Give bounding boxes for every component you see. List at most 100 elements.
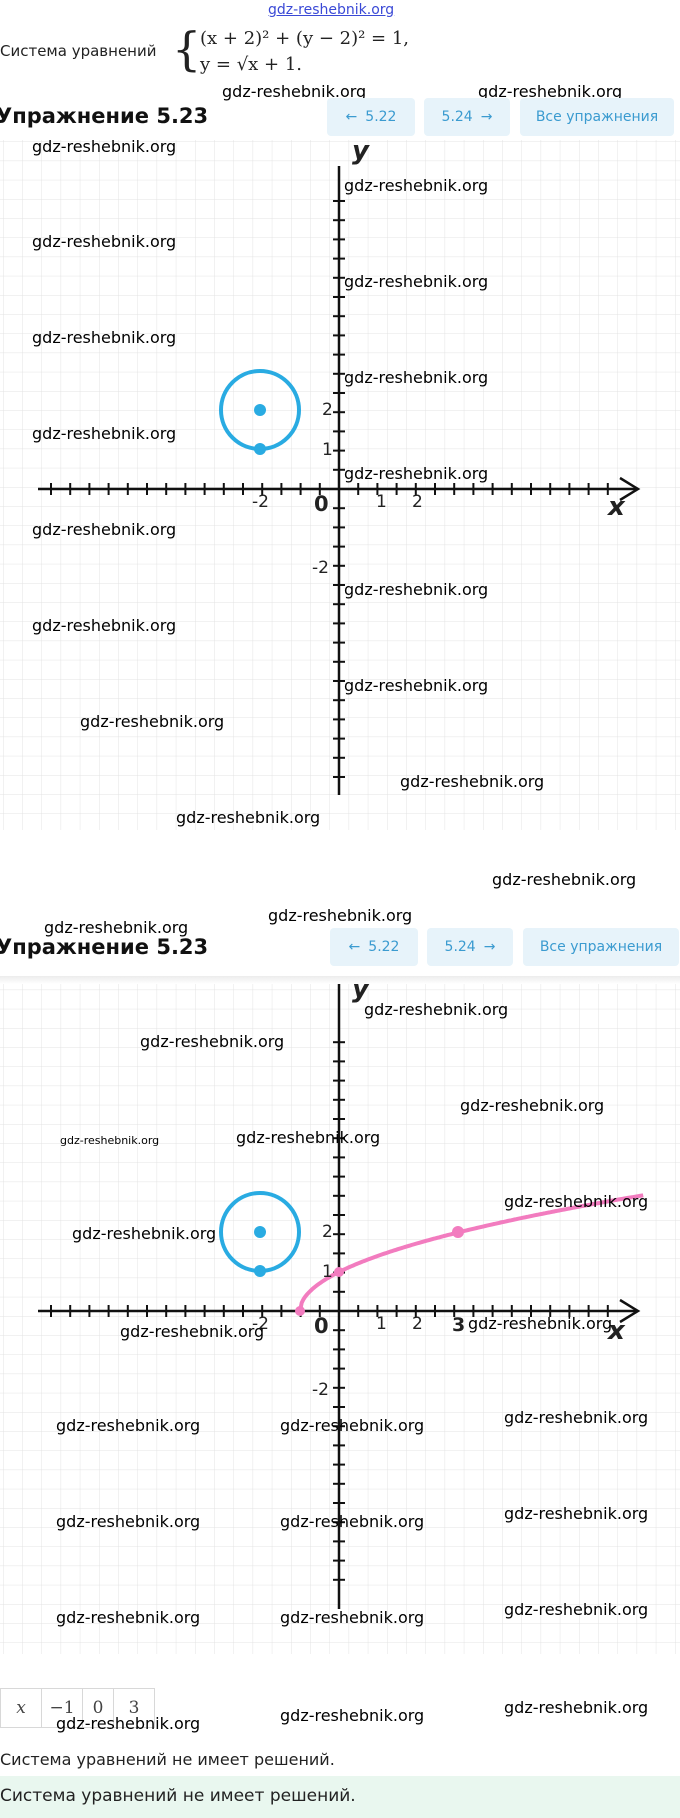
watermark: gdz-reshebnik.org (32, 140, 177, 156)
tick-label-x: -2 (252, 1314, 269, 1334)
watermark: gdz-reshebnik.org (400, 772, 545, 791)
sqrt-curve (298, 1193, 644, 1312)
system-brace: { (172, 22, 202, 76)
circle-bottom-point (254, 1265, 266, 1277)
tick-label-x: 3 (452, 1314, 466, 1336)
arrow-left-icon: ← (345, 109, 358, 125)
watermark: gdz-reshebnik.org (140, 1032, 285, 1051)
next-exercise-button[interactable]: 5.24 → (424, 98, 510, 136)
curve-point-y-intercept (334, 1267, 344, 1277)
graph-circle-and-root-svg (0, 984, 680, 1654)
header-shadow (0, 976, 680, 984)
prev-exercise-label: 5.22 (365, 109, 397, 125)
tick-label-x: 2 (412, 492, 423, 512)
watermark: gdz-reshebnik.org (504, 1192, 649, 1211)
watermark: gdz-reshebnik.org (72, 1224, 217, 1243)
values-table: x −1 0 3 (0, 1688, 155, 1728)
watermark: gdz-reshebnik.org (344, 272, 489, 291)
tick-label-x: 1 (376, 492, 387, 512)
all-exercises-button[interactable]: Все упражнения (520, 98, 674, 136)
tick-label-y: -2 (312, 558, 329, 578)
arrow-left-icon: ← (348, 939, 361, 955)
watermark: gdz-reshebnik.org (344, 176, 489, 195)
curve-point-start (295, 1306, 305, 1316)
x-axis-arrow (619, 1298, 641, 1324)
watermark: gdz-reshebnik.org (32, 424, 177, 443)
watermark: gdz-reshebnik.org (222, 82, 367, 101)
tick-label-origin: 0 (314, 1314, 329, 1338)
next-exercise-label: 5.24 (444, 939, 476, 955)
all-exercises-label: Все упражнения (539, 939, 663, 955)
table-header: x (0, 1688, 42, 1728)
watermark: gdz-reshebnik.org (478, 82, 623, 101)
tick-label-x: -2 (252, 492, 269, 512)
system-label: Система уравнений (0, 42, 157, 60)
all-exercises-button[interactable]: Все упражнения (523, 928, 679, 966)
watermark: gdz-reshebnik.org (364, 1000, 509, 1019)
prev-exercise-button[interactable]: ← 5.22 (330, 928, 418, 966)
equation-2: y = √x + 1. (200, 54, 303, 75)
watermark: gdz-reshebnik.org (280, 1416, 425, 1435)
watermark: gdz-reshebnik.org (44, 918, 189, 937)
exercise-title: Упражнение 5.23 (0, 935, 209, 959)
tick-label-y: 2 (322, 400, 333, 420)
watermark: gdz-reshebnik.org (56, 1416, 201, 1435)
watermark: gdz-reshebnik.org (176, 808, 321, 827)
watermark: gdz-reshebnik.org (344, 464, 489, 483)
prev-exercise-label: 5.22 (368, 939, 400, 955)
watermark: gdz-reshebnik.org (32, 328, 177, 347)
tick-label-y: 1 (322, 440, 333, 460)
watermark: gdz-reshebnik.org (56, 1714, 201, 1733)
watermark: gdz-reshebnik.org (344, 580, 489, 599)
tick-label-y: -2 (312, 1380, 329, 1400)
curve-point-3-2 (452, 1226, 464, 1238)
circle-center-point (254, 1226, 266, 1238)
x-axis-arrow (619, 476, 641, 502)
all-exercises-label: Все упражнения (535, 109, 659, 125)
watermark: gdz-reshebnik.org (32, 616, 177, 635)
arrow-right-icon: → (483, 939, 496, 955)
axis-label-x: x (608, 1316, 625, 1346)
watermark: gdz-reshebnik.org (236, 1128, 381, 1147)
arrow-right-icon: → (480, 109, 493, 125)
answer-bar (0, 1776, 680, 1818)
axis-label-y: y (352, 984, 369, 1004)
axis-label-y: y (352, 140, 369, 166)
watermark: gdz-reshebnik.org (344, 676, 489, 695)
next-exercise-button[interactable]: 5.24 → (427, 928, 513, 966)
watermark: gdz-reshebnik.org (120, 1322, 265, 1341)
axis-label-x: x (608, 492, 625, 522)
watermark: gdz-reshebnik.org (280, 1706, 425, 1725)
tick-label-y: 1 (322, 1262, 333, 1282)
prev-exercise-button[interactable]: ← 5.22 (327, 98, 415, 136)
watermark: gdz-reshebnik.org (56, 1608, 201, 1627)
answer-text: Система уравнений не имеет решений. (0, 1786, 356, 1806)
watermark: gdz-reshebnik.org (504, 1600, 649, 1619)
watermark: gdz-reshebnik.org (468, 1314, 613, 1333)
watermark: gdz-reshebnik.org (344, 368, 489, 387)
tick-label-x: 1 (376, 1314, 387, 1334)
watermark: gdz-reshebnik.org (32, 232, 177, 251)
watermark: gdz-reshebnik.org (60, 1134, 160, 1147)
conclusion-text: Система уравнений не имеет решений. (0, 1750, 335, 1769)
watermark: gdz-reshebnik.org (504, 1408, 649, 1427)
tick-label-x: 2 (412, 1314, 423, 1334)
graph-circle: y x -2 0 1 2 2 1 -2 gdz-reshebnik.org gd… (0, 140, 680, 830)
tick-label-origin: 0 (314, 492, 329, 516)
watermark: gdz-reshebnik.org (280, 1512, 425, 1531)
tick-label-y: 2 (322, 1222, 333, 1242)
watermark: gdz-reshebnik.org (268, 906, 413, 925)
watermark: gdz-reshebnik.org (80, 712, 225, 731)
next-exercise-label: 5.24 (441, 109, 473, 125)
circle-center-point (254, 404, 266, 416)
graph-circle-and-root: y x -2 0 1 2 3 2 1 -2 gdz-reshebnik.org … (0, 984, 680, 1654)
equation-1: (x + 2)² + (y − 2)² = 1, (200, 28, 410, 49)
watermark: gdz-reshebnik.org (460, 1096, 605, 1115)
exercise-title: Упражнение 5.23 (0, 104, 209, 128)
graph-circle-svg (0, 140, 680, 830)
watermark: gdz-reshebnik.org (492, 870, 637, 889)
table-cell: 3 (113, 1688, 155, 1728)
watermark: gdz-reshebnik.org (504, 1698, 649, 1717)
watermark: gdz-reshebnik.org (504, 1504, 649, 1523)
circle-bottom-point (254, 443, 266, 455)
